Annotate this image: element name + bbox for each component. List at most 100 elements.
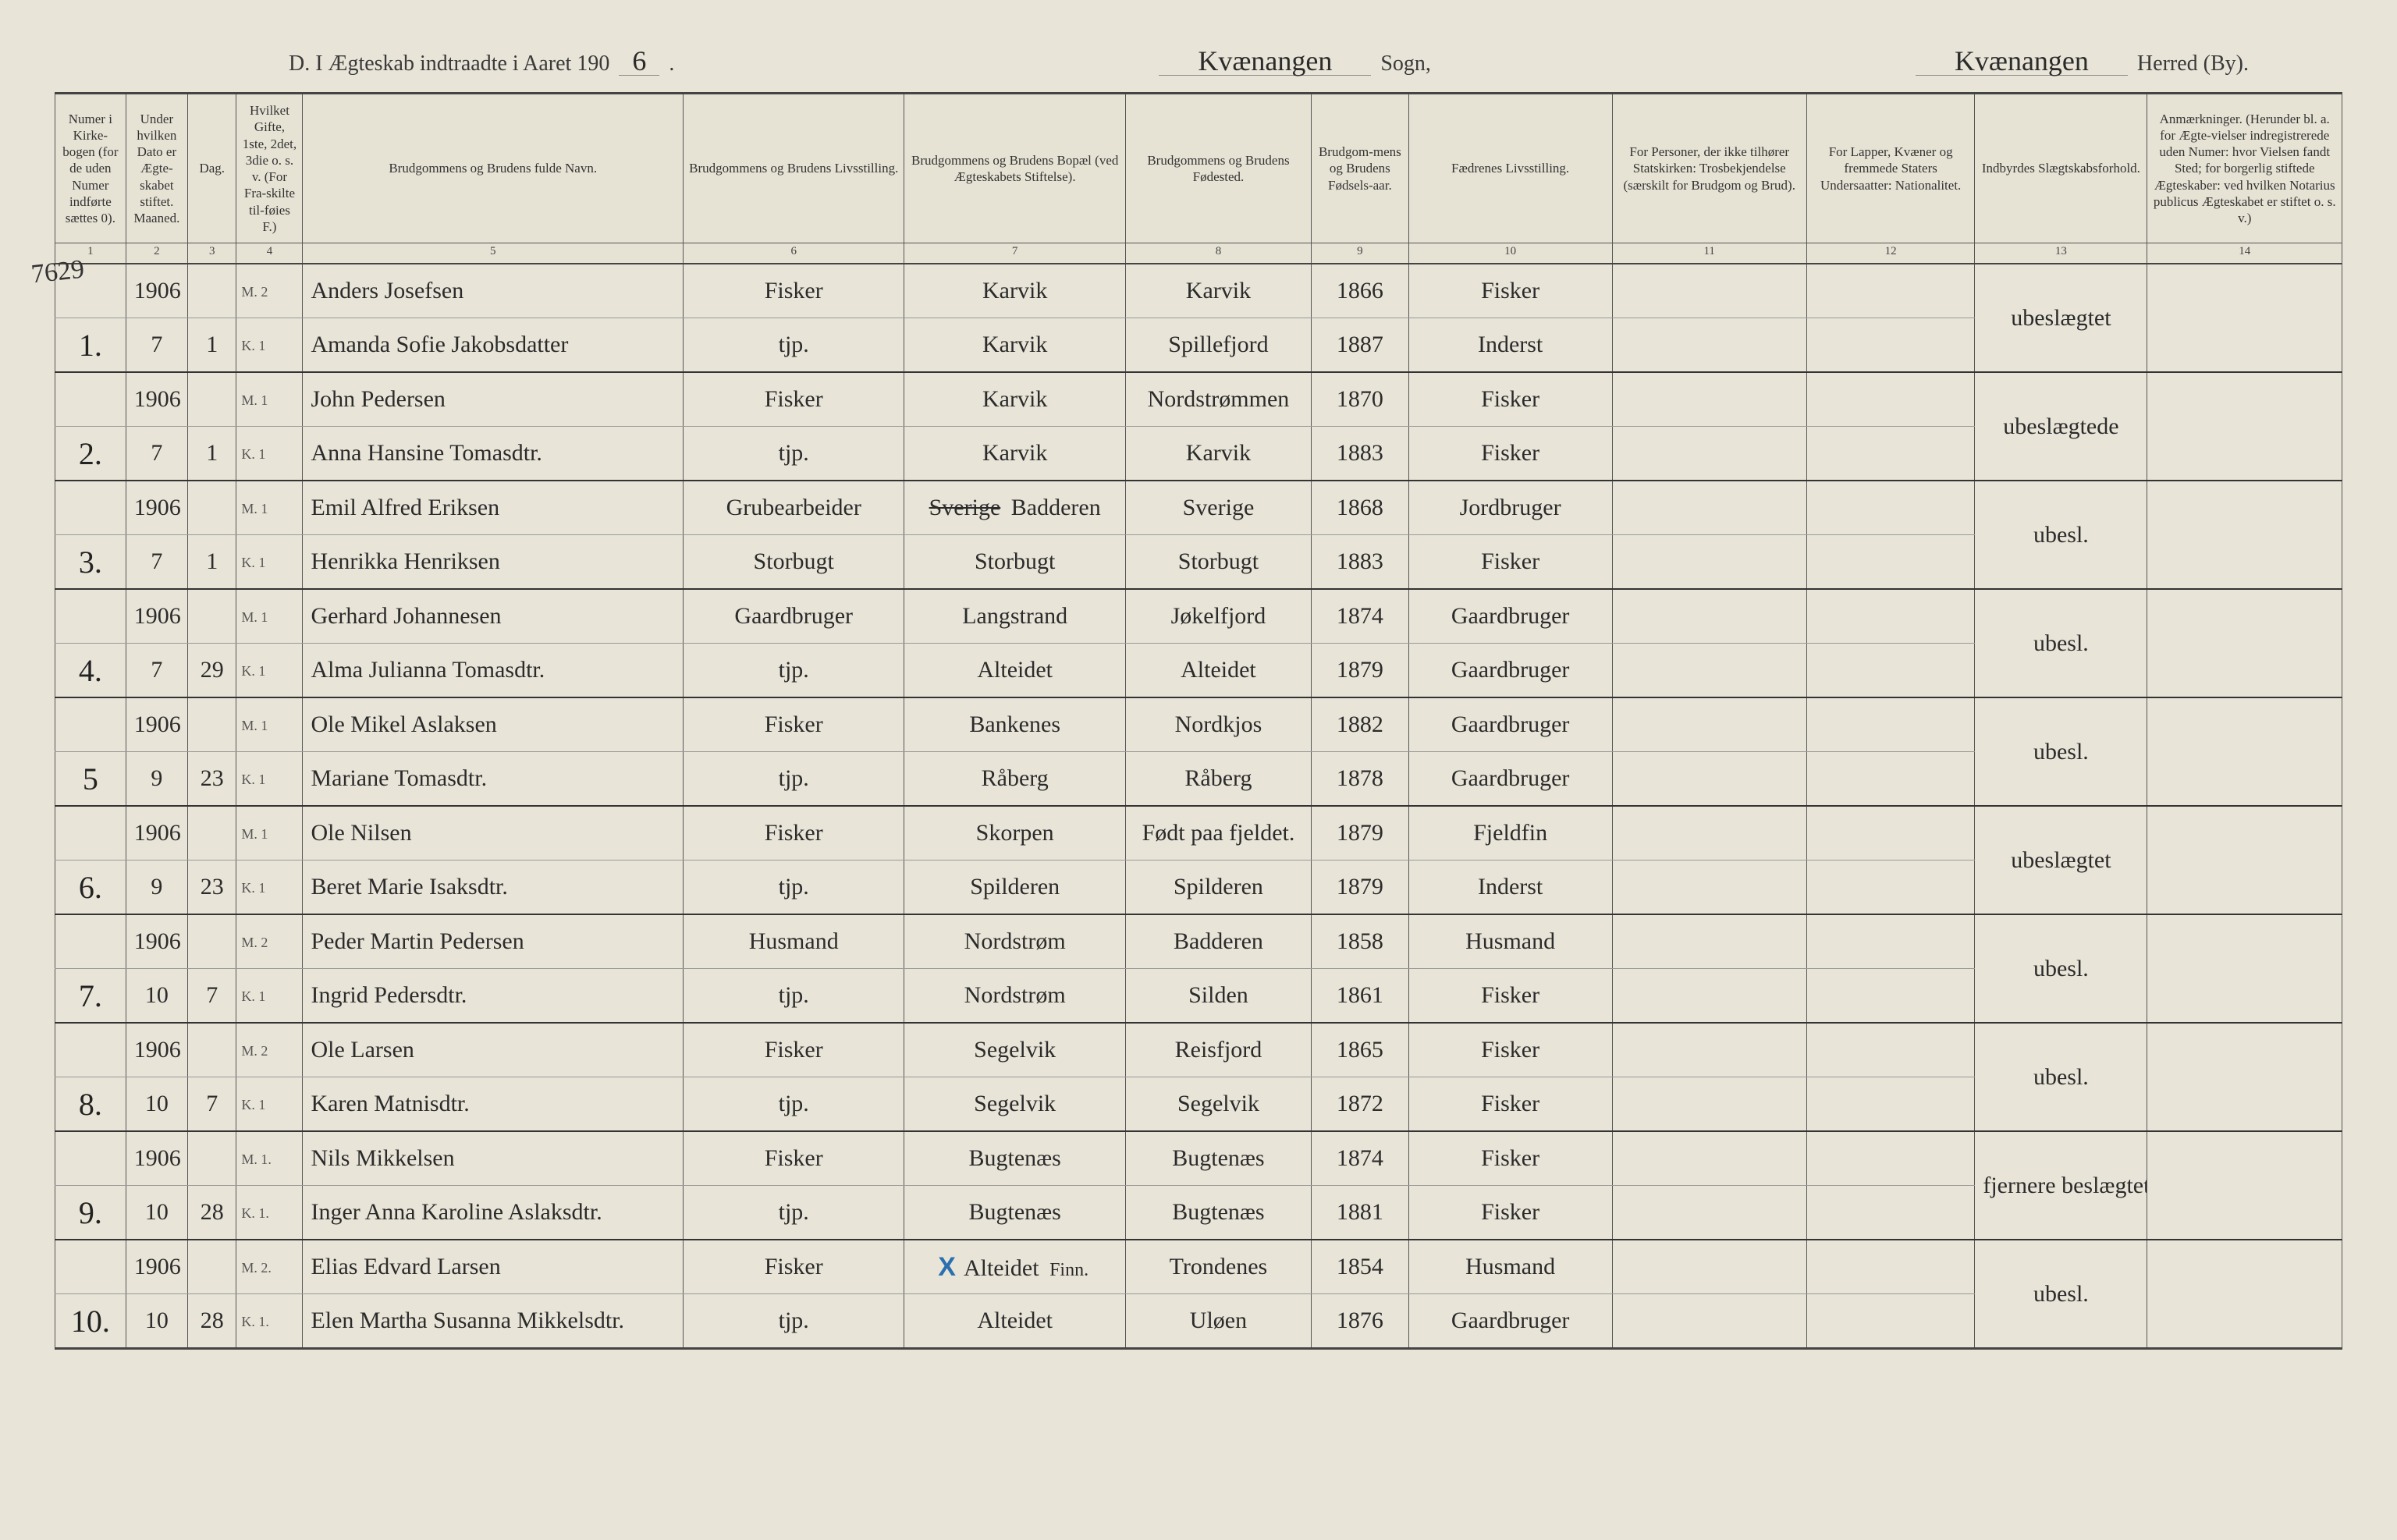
cell-c11 (1612, 1240, 1806, 1294)
cell-fodested: Bugtenæs (1125, 1186, 1311, 1240)
cell-num-blank (55, 1023, 126, 1077)
cell-stilling: tjp. (684, 1294, 904, 1349)
table-row-m: 1906 M. 1 Ole Nilsen Fisker Skorpen Født… (55, 806, 2342, 860)
cell-fodested: Spillefjord (1125, 318, 1311, 373)
cell-stilling: Fisker (684, 806, 904, 860)
cell-navn: Emil Alfred Eriksen (303, 481, 684, 535)
cell-navn: Amanda Sofie Jakobsdatter (303, 318, 684, 373)
cell-c12 (1806, 914, 1974, 969)
cell-aar: 1887 (1312, 318, 1409, 373)
cell-aar: 1879 (1312, 806, 1409, 860)
cell-fodested: Badderen (1125, 914, 1311, 969)
cell-navn: Henrikka Henriksen (303, 535, 684, 590)
cell-num-blank (55, 914, 126, 969)
cell-navn: Ingrid Pedersdtr. (303, 969, 684, 1024)
header-period: . (669, 51, 674, 76)
cell-day: 7 (188, 1077, 236, 1132)
cell-c11 (1612, 589, 1806, 644)
cell-num: 8. (55, 1077, 126, 1132)
cell-aar: 1854 (1312, 1240, 1409, 1294)
cell-year: 1906 (126, 481, 187, 535)
cell-stilling: tjp. (684, 1077, 904, 1132)
ledger-page: 7629 D. I Ægteskab indtraadte i Aaret 19… (0, 0, 2397, 1540)
page-header: D. I Ægteskab indtraadte i Aaret 1906. K… (55, 47, 2342, 92)
cell-day: 7 (188, 969, 236, 1024)
cell-faedre: Fisker (1408, 1186, 1612, 1240)
col-header-5: Brudgommens og Brudens fulde Navn. (303, 94, 684, 243)
cell-gifte: M. 1. (236, 1131, 303, 1186)
cell-day-blank (188, 589, 236, 644)
cell-c11 (1612, 535, 1806, 590)
cell-c13: ubesl. (1975, 481, 2147, 589)
cell-year: 1906 (126, 1023, 187, 1077)
cell-bopael: Nordstrøm (904, 969, 1125, 1024)
col-header-7: Brudgommens og Brudens Bopæl (ved Ægtesk… (904, 94, 1125, 243)
table-row-m: 1906 M. 2 Peder Martin Pedersen Husmand … (55, 914, 2342, 969)
cell-bopael: Alteidet (904, 644, 1125, 698)
cell-num: 6. (55, 860, 126, 915)
cell-c11 (1612, 481, 1806, 535)
cell-gifte: M. 2 (236, 264, 303, 318)
cell-bopael: Karvik (904, 372, 1125, 427)
cell-fodested: Nordstrømmen (1125, 372, 1311, 427)
colnum-10: 10 (1408, 243, 1612, 264)
cell-day: 1 (188, 427, 236, 481)
colnum-4: 4 (236, 243, 303, 264)
cell-aar: 1861 (1312, 969, 1409, 1024)
cell-fodested: Silden (1125, 969, 1311, 1024)
cell-month: 7 (126, 644, 187, 698)
table-row-m: 1906 M. 1 John Pedersen Fisker Karvik No… (55, 372, 2342, 427)
col-header-8: Brudgommens og Brudens Fødested. (1125, 94, 1311, 243)
cell-stilling: Fisker (684, 1023, 904, 1077)
header-sogn-value: Kvænangen (1159, 47, 1371, 76)
cell-num: 9. (55, 1186, 126, 1240)
cell-bopael: Nordstrøm (904, 914, 1125, 969)
cell-c11 (1612, 1186, 1806, 1240)
cell-stilling: Grubearbeider (684, 481, 904, 535)
cell-bopael: Karvik (904, 427, 1125, 481)
cell-fodested: Født paa fjeldet. (1125, 806, 1311, 860)
cell-year: 1906 (126, 372, 187, 427)
table-row-m: 1906 M. 1 Ole Mikel Aslaksen Fisker Bank… (55, 697, 2342, 752)
col-header-13: Indbyrdes Slægtskabsforhold. (1975, 94, 2147, 243)
cell-aar: 1878 (1312, 752, 1409, 807)
cell-c14 (2147, 481, 2342, 589)
cell-c11 (1612, 427, 1806, 481)
cell-day: 1 (188, 318, 236, 373)
cell-bopael: Segelvik (904, 1077, 1125, 1132)
cell-stilling: Fisker (684, 697, 904, 752)
cell-gifte: M. 2 (236, 1023, 303, 1077)
cell-c12 (1806, 1077, 1974, 1132)
cell-aar: 1883 (1312, 535, 1409, 590)
cell-bopael: Bugtenæs (904, 1186, 1125, 1240)
table-head: Numer i Kirke-bogen (for de uden Numer i… (55, 94, 2342, 264)
cell-stilling: tjp. (684, 318, 904, 373)
cell-c12 (1806, 1131, 1974, 1186)
cell-stilling: Fisker (684, 1240, 904, 1294)
header-sogn-label: Sogn, (1380, 51, 1431, 76)
cell-navn: Alma Julianna Tomasdtr. (303, 644, 684, 698)
cell-c14 (2147, 697, 2342, 806)
cell-c14 (2147, 806, 2342, 914)
cell-year: 1906 (126, 1131, 187, 1186)
cell-year: 1906 (126, 697, 187, 752)
cell-c12 (1806, 806, 1974, 860)
colnum-7: 7 (904, 243, 1125, 264)
cell-fodested: Bugtenæs (1125, 1131, 1311, 1186)
table-row-m: 1906 M. 1 Emil Alfred Eriksen Grubearbei… (55, 481, 2342, 535)
cell-faedre: Fisker (1408, 1077, 1612, 1132)
cell-c12 (1806, 372, 1974, 427)
cell-c13: ubesl. (1975, 697, 2147, 806)
header-herred-value: Kvænangen (1916, 47, 2128, 76)
cell-month: 7 (126, 318, 187, 373)
cell-num: 10. (55, 1294, 126, 1349)
cell-c14 (2147, 1240, 2342, 1349)
cell-navn: Gerhard Johannesen (303, 589, 684, 644)
col-header-6: Brudgommens og Brudens Livsstilling. (684, 94, 904, 243)
col-header-2: Under hvilken Dato er Ægte-skabet stifte… (126, 94, 187, 243)
cell-day-blank (188, 1131, 236, 1186)
cell-c14 (2147, 914, 2342, 1023)
cell-navn: John Pedersen (303, 372, 684, 427)
cell-year: 1906 (126, 1240, 187, 1294)
cell-stilling: Husmand (684, 914, 904, 969)
